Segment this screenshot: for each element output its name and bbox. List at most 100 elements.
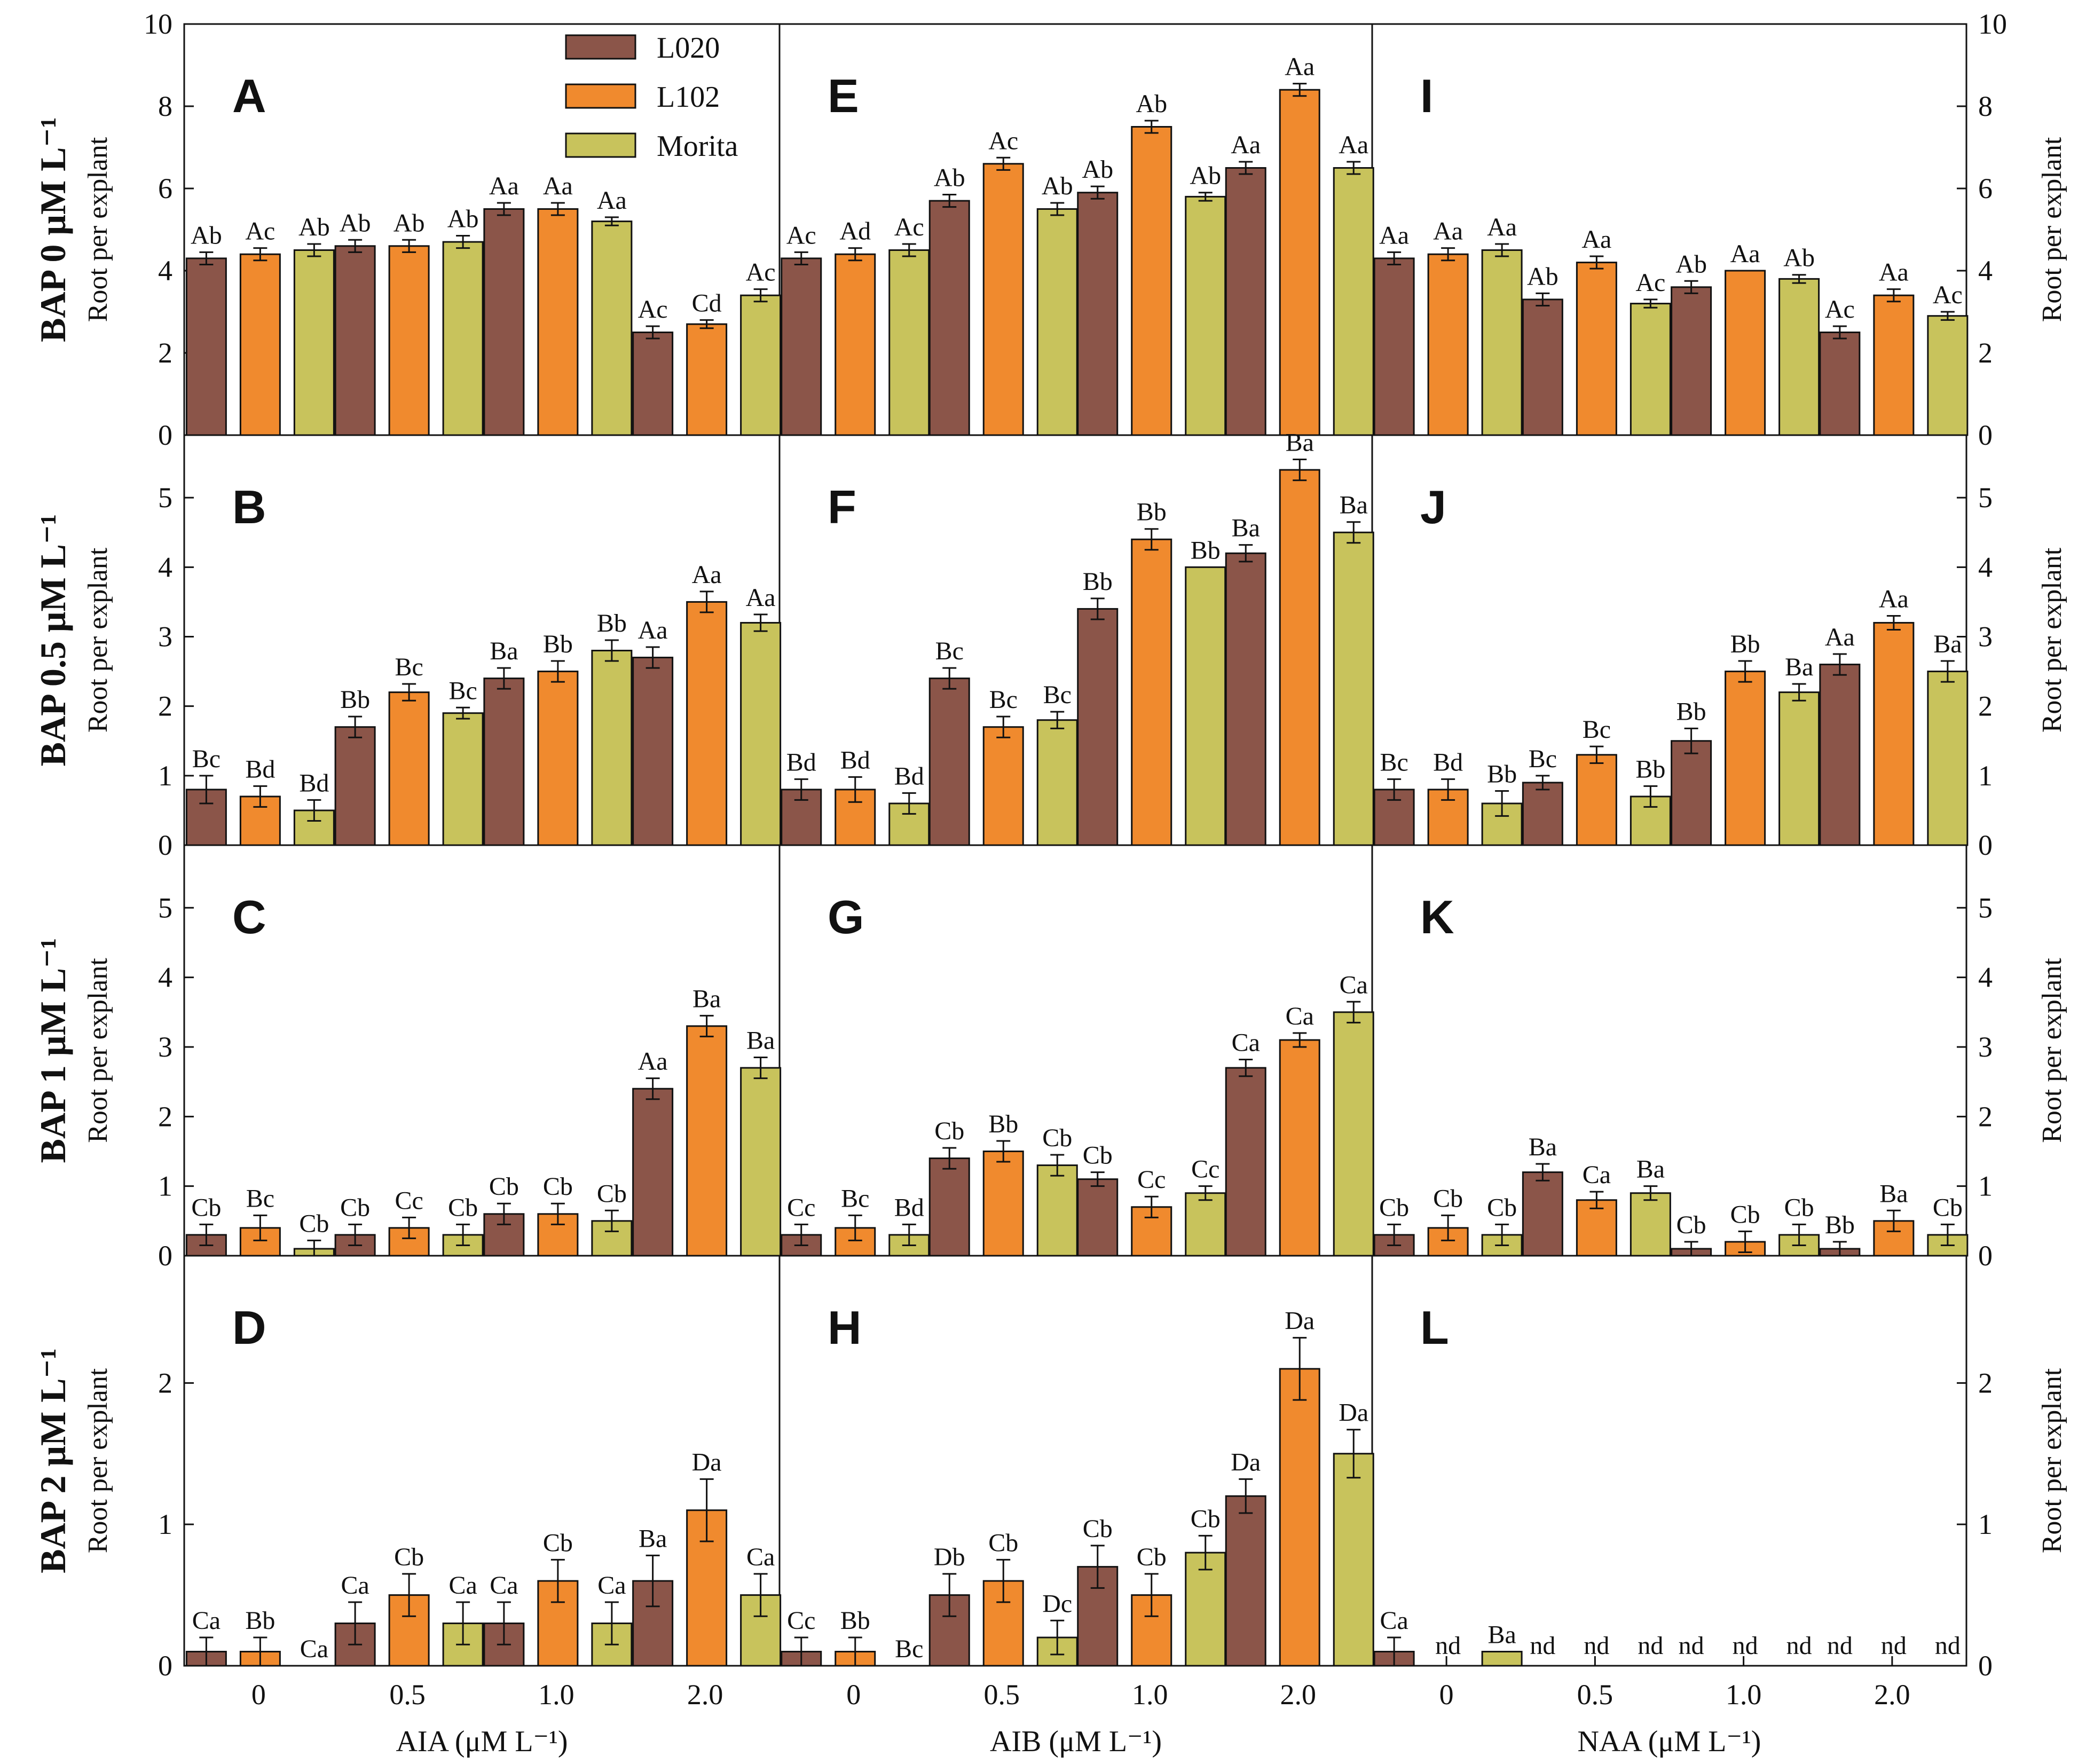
bar: [1522, 782, 1563, 846]
bar: [686, 601, 728, 846]
bar: [1333, 167, 1374, 436]
significance-label: Cc: [787, 1193, 815, 1222]
bar: [334, 726, 376, 846]
bar: [1522, 1171, 1563, 1257]
panel-letter: D: [232, 1301, 266, 1354]
significance-label: Ca: [597, 1571, 626, 1600]
bar: [1671, 286, 1712, 436]
significance-label: Cb: [543, 1172, 573, 1201]
bar: [1185, 1552, 1226, 1667]
nd-label: nd: [1679, 1632, 1704, 1660]
significance-label: Bc: [192, 745, 221, 773]
bar: [1778, 278, 1820, 436]
significance-label: Cb: [489, 1172, 519, 1201]
bar: [781, 257, 822, 436]
significance-label: Ca: [1380, 1606, 1408, 1635]
y-tick-label-right: 4: [1978, 551, 1993, 583]
significance-label: Bc: [1380, 748, 1408, 776]
bar: [1185, 566, 1226, 846]
significance-label: Ac: [786, 221, 816, 249]
x-axis-label: AIA (μM L⁻¹): [396, 1725, 568, 1758]
panel-letter: I: [1420, 69, 1433, 122]
significance-label: Ba: [1785, 653, 1813, 681]
significance-label: Aa: [1433, 217, 1463, 246]
significance-label: Cb: [1784, 1193, 1814, 1222]
row-title: BAP 0 μM L⁻¹: [33, 117, 73, 342]
significance-label: Bc: [935, 637, 964, 665]
y-axis-label-right: Root per explant: [2037, 1368, 2067, 1553]
significance-label: Ab: [1082, 155, 1113, 184]
x-tick-label: 2.0: [687, 1679, 723, 1711]
bar: [1279, 89, 1320, 436]
significance-label: Ca: [341, 1571, 369, 1600]
bar: [740, 621, 782, 846]
significance-label: Bb: [245, 1606, 275, 1635]
significance-label: Ac: [1825, 295, 1855, 324]
y-axis-label-left: Root per explant: [83, 137, 113, 322]
significance-label: Cb: [597, 1179, 627, 1208]
bar: [888, 249, 930, 436]
significance-label: Aa: [1581, 225, 1611, 254]
significance-label: Ac: [1635, 269, 1665, 297]
significance-label: Cb: [543, 1529, 573, 1557]
y-tick-label-left: 0: [158, 1240, 172, 1272]
bar: [334, 245, 376, 436]
bar: [1427, 253, 1469, 436]
y-tick-label-right: 3: [1978, 1031, 1993, 1063]
bar: [1131, 538, 1172, 846]
y-tick-label-left: 2: [158, 337, 172, 369]
x-tick-label: 0.5: [984, 1679, 1020, 1711]
significance-label: Bb: [1825, 1211, 1855, 1239]
significance-label: Cc: [1137, 1166, 1166, 1194]
significance-label: Cb: [988, 1529, 1018, 1557]
significance-label: Cb: [1676, 1211, 1706, 1239]
bar: [1225, 1067, 1266, 1257]
significance-label: Bc: [989, 686, 1018, 714]
significance-label: Bd: [299, 769, 329, 797]
significance-label: Aa: [746, 584, 776, 612]
x-axis-label: NAA (μM L⁻¹): [1578, 1725, 1761, 1758]
significance-label: Ac: [894, 213, 924, 241]
significance-label: Bb: [1487, 760, 1517, 788]
x-tick-label: 1.0: [538, 1679, 574, 1711]
significance-label: Ab: [1042, 172, 1073, 200]
significance-label: Ba: [1487, 1621, 1516, 1649]
bar: [1373, 257, 1415, 436]
bar: [1725, 671, 1766, 846]
y-tick-label-left: 4: [158, 962, 172, 994]
significance-label: Ab: [340, 209, 371, 237]
significance-label: Cb: [1730, 1200, 1760, 1228]
bar: [632, 1088, 674, 1257]
significance-label: Ca: [746, 1543, 775, 1571]
bar: [1333, 1011, 1374, 1257]
bar: [1576, 262, 1617, 436]
significance-label: Aa: [1285, 53, 1314, 81]
bar: [1819, 332, 1861, 436]
panel-letter: L: [1420, 1301, 1449, 1354]
x-tick-label: 2.0: [1280, 1679, 1317, 1711]
bar: [483, 678, 525, 846]
bar: [1778, 691, 1820, 846]
significance-label: Cc: [1191, 1155, 1219, 1184]
significance-label: Bc: [1043, 681, 1072, 709]
significance-label: Bd: [840, 746, 870, 774]
bar: [928, 1157, 970, 1257]
y-tick-label-left: 3: [158, 1031, 172, 1063]
significance-label: Bc: [841, 1184, 869, 1212]
significance-label: Bb: [1676, 697, 1706, 726]
significance-label: Aa: [1379, 221, 1409, 249]
row-title: BAP 1 μM L⁻¹: [33, 938, 73, 1163]
significance-label: Ba: [490, 637, 518, 665]
x-tick-label: 1.0: [1132, 1679, 1168, 1711]
significance-label: Cb: [1487, 1193, 1517, 1222]
significance-label: Bb: [597, 609, 627, 637]
x-axis-label: AIB (μM L⁻¹): [990, 1725, 1162, 1758]
significance-label: Bb: [340, 686, 370, 714]
significance-label: Aa: [1879, 585, 1909, 613]
bar: [1279, 1039, 1320, 1257]
y-axis-label-right: Root per explant: [2037, 547, 2067, 733]
bar: [1725, 270, 1766, 436]
y-tick-label-left: 0: [158, 829, 172, 861]
x-tick-label: 0.5: [389, 1679, 426, 1711]
